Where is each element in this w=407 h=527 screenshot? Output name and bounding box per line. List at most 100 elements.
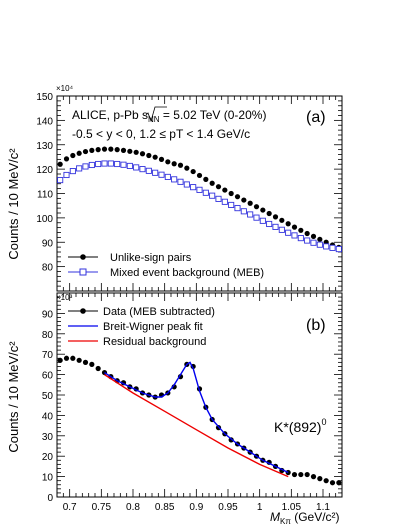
panel-a-point-0 (63, 156, 70, 162)
panel-a-point-0 (285, 221, 291, 227)
panel-a-point-1 (234, 205, 241, 212)
panel-a-y-tick-label: 80 (42, 263, 54, 274)
panel-a-point-1 (297, 235, 304, 242)
panel-b-point-0 (82, 359, 89, 365)
panel-a-point-0 (177, 162, 184, 168)
panel-a-point-0 (158, 156, 165, 162)
panel-a-y-tick-label: 110 (37, 190, 53, 201)
panel-a-point-1 (114, 160, 121, 168)
panel-b-y-exponent: ×10³ (56, 293, 73, 302)
panel-a-point-1 (259, 217, 266, 224)
panel-a-point-1 (88, 161, 95, 169)
panel-a-point-1 (266, 220, 273, 228)
panel-b-point-0 (63, 355, 70, 361)
legend-marker-data (80, 308, 86, 314)
panel-a-point-0 (101, 146, 108, 152)
panel-b-point-0 (89, 361, 95, 367)
panel-b-y-tick-label: 50 (42, 391, 54, 402)
panel-a-annotation-line2: -0.5 < y < 0, 1.2 ≤ pT < 1.4 GeV/c (72, 127, 250, 141)
legend-marker-meb (79, 268, 87, 276)
panel-a-point-0 (139, 151, 146, 157)
panel-b-y-tick-label: 0 (47, 493, 53, 504)
panel-a-y-tick-label: 100 (36, 214, 53, 225)
panel-a-y-tick-label: 140 (36, 116, 53, 127)
panel-a-point-1 (221, 198, 228, 205)
panel-b-point-0 (310, 474, 317, 480)
panel-a-y-tick-label: 120 (36, 165, 53, 176)
panel-b-point-0 (317, 476, 323, 482)
panel-b-point-0 (329, 480, 336, 486)
panel-a-point-0 (291, 224, 298, 230)
panel-b-y-tick-label: 40 (42, 411, 54, 422)
panel-a-point-1 (152, 169, 159, 176)
x-tick-label: 1.05 (282, 502, 302, 513)
panel-a-point-1 (285, 229, 292, 236)
panel-a-annotation-line1: ALICE, p-Pb sNN = 5.02 TeV (0-20%) (72, 108, 266, 124)
panel-a-point-0 (120, 147, 127, 153)
x-axis-label: MKπ (GeV/c²) (270, 510, 340, 526)
panel-a-point-0 (241, 197, 247, 203)
panel-a-point-1 (209, 192, 216, 199)
panel-b-y-tick-label: 30 (42, 432, 54, 443)
panel-b-point-0 (336, 480, 342, 486)
panel-a-point-0 (266, 210, 272, 217)
panel-a-point-1 (69, 168, 76, 175)
panel-a-point-0 (89, 147, 95, 153)
panel-b-y-tick-label: 90 (42, 309, 54, 320)
legend-meb-label: Mixed event background (MEB) (110, 267, 264, 279)
panel-a-point-1 (63, 171, 70, 179)
panel-b-point-0 (95, 365, 101, 372)
panel-b-point-0 (57, 357, 63, 363)
panel-a-y-exponent: ×10⁴ (56, 84, 74, 93)
panel-a-point-0 (298, 227, 304, 233)
panel-a-y-tick-label: 130 (36, 141, 53, 152)
panel-a-point-0 (114, 147, 120, 153)
legend-marker-unlike (80, 254, 86, 260)
panel-a-point-0 (203, 176, 209, 182)
panel-b-label: (b) (306, 317, 326, 334)
panel-a-point-1 (310, 239, 317, 246)
panel-b-point-0 (298, 471, 304, 478)
panel-a-point-1 (190, 184, 197, 191)
legend-data-label: Data (MEB subtracted) (103, 306, 215, 318)
panel-a-point-0 (247, 200, 253, 206)
panel-a-point-1 (120, 161, 127, 168)
panel-a-point-0 (190, 168, 196, 175)
legend-bw-label: Breit-Wigner peak fit (103, 321, 203, 333)
panel-a-point-0 (304, 230, 310, 237)
panel-a-point-1 (202, 189, 209, 196)
panel-a-point-1 (76, 165, 83, 172)
x-tick-label: 0.8 (126, 502, 140, 513)
panel-a-point-1 (82, 163, 89, 170)
panel-a-point-0 (317, 236, 323, 242)
panel-a-point-0 (133, 149, 139, 155)
panel-b-y-tick-label: 20 (42, 452, 54, 463)
panel-b-curve-2 (104, 374, 289, 478)
legend-b: Data (MEB subtracted) Breit-Wigner peak … (68, 306, 215, 348)
x-tick-label: 0.75 (92, 502, 112, 513)
panel-b-point-0 (291, 471, 298, 478)
panel-b-curve-1 (104, 361, 289, 474)
panel-a-point-0 (272, 214, 279, 220)
panel-a-point-0 (127, 148, 133, 154)
panel-a-point-1 (278, 226, 285, 233)
panel-a-point-1 (158, 171, 165, 178)
panel-a-point-1 (196, 186, 203, 193)
panel-a-point-1 (57, 177, 64, 184)
panel-a-point-1 (215, 195, 222, 202)
panel-b-y-tick-label: 10 (42, 473, 54, 484)
panel-a-point-1 (323, 243, 330, 250)
panel-a-point-0 (234, 194, 241, 200)
panel-a-point-0 (310, 233, 317, 239)
panel-a-point-1 (95, 160, 102, 168)
panel-a-point-1 (335, 246, 342, 253)
panel-a-point-1 (133, 164, 140, 171)
panel-a-point-0 (165, 159, 171, 165)
panel-a-point-0 (215, 184, 222, 190)
panel-b-point-0 (323, 478, 329, 484)
panel-b: 0 10 20 30 40 50 60 70 80 90 0.7 0.75 0.8 0.85 0.9 0.95… (42, 292, 343, 513)
panel-a-point-0 (209, 180, 215, 186)
panel-a-frame (56, 95, 343, 292)
panel-b-y-tick-label: 60 (42, 371, 54, 382)
